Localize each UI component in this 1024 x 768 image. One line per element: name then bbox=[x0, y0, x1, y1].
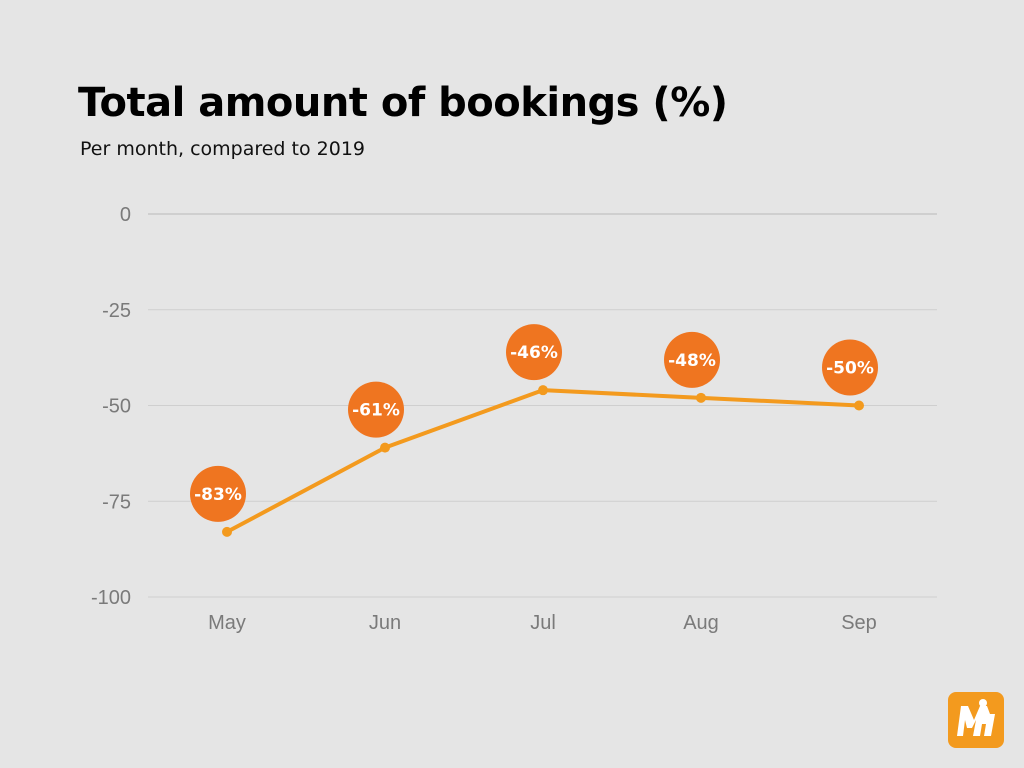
chart-title: Total amount of bookings (%) bbox=[78, 80, 728, 126]
x-tick-label: Sep bbox=[841, 612, 877, 634]
series-points bbox=[222, 385, 864, 537]
y-tick-label: -25 bbox=[102, 300, 131, 322]
data-label: -48% bbox=[668, 351, 716, 371]
data-label: -50% bbox=[826, 359, 874, 379]
data-label: -83% bbox=[194, 485, 242, 505]
data-point bbox=[854, 400, 864, 411]
data-label-bubbles: -83% -61% -46% -48% -50% bbox=[190, 324, 878, 522]
x-axis-ticks: May Jun Jul Aug Sep bbox=[208, 612, 877, 634]
y-tick-label: -75 bbox=[102, 491, 131, 513]
data-label-bubble bbox=[664, 331, 720, 388]
brand-logo-icon bbox=[948, 692, 1004, 748]
series-line-group bbox=[225, 388, 861, 534]
data-label: -61% bbox=[352, 401, 400, 421]
x-tick-label: May bbox=[208, 612, 246, 634]
data-label-bubble bbox=[506, 324, 562, 381]
x-tick-label: Jul bbox=[530, 612, 556, 634]
x-tick-label: Aug bbox=[683, 612, 719, 634]
data-label-bubble bbox=[348, 381, 404, 438]
data-point bbox=[380, 442, 390, 453]
x-tick-label: Jun bbox=[369, 612, 401, 634]
data-label-bubble bbox=[822, 339, 878, 396]
data-label: -46% bbox=[510, 343, 558, 363]
data-label-bubble bbox=[190, 465, 246, 522]
series-line bbox=[225, 388, 861, 534]
y-tick-label: 0 bbox=[120, 204, 131, 226]
chart-subtitle: Per month, compared to 2019 bbox=[80, 138, 365, 160]
data-point bbox=[538, 385, 548, 396]
data-point bbox=[696, 392, 706, 403]
y-tick-label: -50 bbox=[102, 396, 131, 418]
y-axis-ticks: 0 -25 -50 -75 -100 bbox=[91, 204, 131, 609]
data-point bbox=[222, 526, 232, 537]
y-tick-label: -100 bbox=[91, 587, 131, 609]
gridlines bbox=[148, 213, 937, 598]
